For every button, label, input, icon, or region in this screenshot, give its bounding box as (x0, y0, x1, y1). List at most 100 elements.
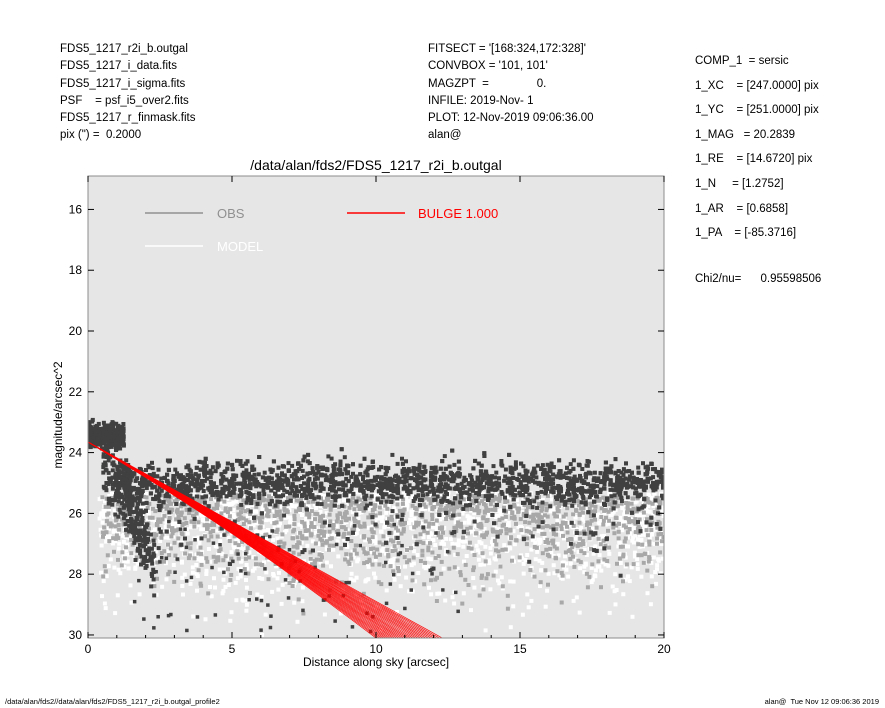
obs-point-dark (157, 499, 162, 504)
obs-point-light (598, 542, 603, 547)
model-point (546, 571, 551, 576)
model-point (300, 513, 304, 517)
obs-point-dark (186, 463, 191, 468)
obs-point-light (604, 515, 608, 520)
model-point (428, 531, 433, 536)
obs-point-light (519, 528, 524, 533)
model-point (488, 587, 493, 592)
obs-point-light (633, 530, 638, 535)
model-point (464, 554, 469, 558)
model-point (197, 540, 202, 545)
model-point (613, 572, 618, 577)
obs-point-light (372, 507, 377, 512)
obs-point-light (491, 573, 496, 578)
obs-point-light (202, 523, 207, 528)
model-point (593, 568, 598, 573)
model-point (128, 583, 133, 588)
obs-point-light (538, 580, 543, 585)
obs-point-light (211, 554, 216, 559)
obs-point-light (357, 497, 362, 502)
model-point (549, 497, 554, 502)
model-point (351, 509, 356, 514)
obs-point-dark (150, 460, 154, 465)
obs-point-light (369, 547, 373, 551)
obs-point-dark (631, 480, 636, 485)
model-point (607, 610, 612, 615)
obs-point-dark (565, 491, 569, 496)
obs-point-light (451, 545, 456, 550)
obs-point-light (410, 503, 415, 508)
obs-point-light (514, 538, 519, 543)
model-point (524, 502, 529, 507)
obs-point-dark (238, 459, 243, 463)
model-point (631, 525, 636, 530)
obs-point-light (400, 501, 405, 506)
obs-point-light (199, 562, 204, 567)
obs-point-light (466, 583, 471, 587)
model-point (488, 551, 493, 556)
model-point (260, 576, 265, 581)
model-point (407, 589, 412, 594)
model-point (233, 580, 238, 585)
obs-point-light (347, 531, 351, 536)
obs-point-light (352, 516, 357, 521)
model-point (121, 539, 126, 544)
obs-point-light (327, 547, 331, 552)
obs-point-light (524, 528, 529, 533)
model-point (472, 585, 477, 590)
model-point (644, 542, 649, 547)
obs-point-dark (311, 470, 316, 474)
model-point (413, 579, 418, 584)
obs-point-dark (393, 474, 397, 479)
model-point (649, 574, 654, 579)
obs-point-light (458, 504, 463, 509)
model-point (616, 544, 621, 549)
model-point (171, 563, 176, 567)
obs-point-light (420, 548, 425, 553)
obs-point-dark (411, 486, 416, 491)
obs-point-dark (275, 473, 280, 478)
obs-point-light (379, 582, 384, 587)
obs-point-light (625, 501, 630, 506)
obs-point-light (597, 498, 602, 503)
obs-point-light (544, 547, 549, 552)
model-point (373, 575, 378, 580)
obs-point-light (390, 523, 395, 528)
obs-point-light (578, 536, 583, 541)
obs-point-dark (651, 475, 656, 480)
model-point (310, 516, 315, 521)
obs-point-light (614, 504, 619, 509)
obs-point-dark (645, 476, 650, 481)
obs-point-light (428, 541, 432, 546)
model-point (512, 559, 517, 564)
obs-point-light (347, 561, 352, 566)
obs-point-light (413, 511, 418, 516)
model-point (620, 527, 625, 532)
fit-param-line-5: 1_N = [1.2752] (695, 177, 784, 190)
plot-title: /data/alan/fds2/FDS5_1217_r2i_b.outgal (250, 157, 502, 173)
obs-point-light (119, 563, 124, 568)
obs-point-dark (599, 480, 603, 485)
obs-point-dark (534, 495, 539, 500)
obs-point-light (624, 525, 628, 530)
obs-point-light (366, 515, 371, 520)
obs-point-light (472, 496, 477, 501)
obs-point-light (122, 556, 127, 561)
obs-point-light (452, 533, 457, 538)
obs-point-light (327, 543, 332, 548)
model-point (476, 517, 480, 522)
model-point (659, 505, 664, 510)
model-point (370, 522, 375, 527)
model-point (125, 552, 130, 557)
obs-point-dark (442, 494, 447, 499)
model-point (511, 604, 516, 609)
model-point (108, 557, 113, 562)
model-point (525, 526, 530, 531)
model-point (318, 504, 323, 509)
obs-point-dark (568, 462, 573, 467)
model-point (539, 522, 544, 527)
model-point (99, 570, 104, 575)
obs-point-light (551, 541, 556, 546)
header-mid-line-4: PLOT: 12-Nov-2019 09:06:36.00 (428, 112, 594, 125)
obs-point-light (458, 521, 463, 526)
